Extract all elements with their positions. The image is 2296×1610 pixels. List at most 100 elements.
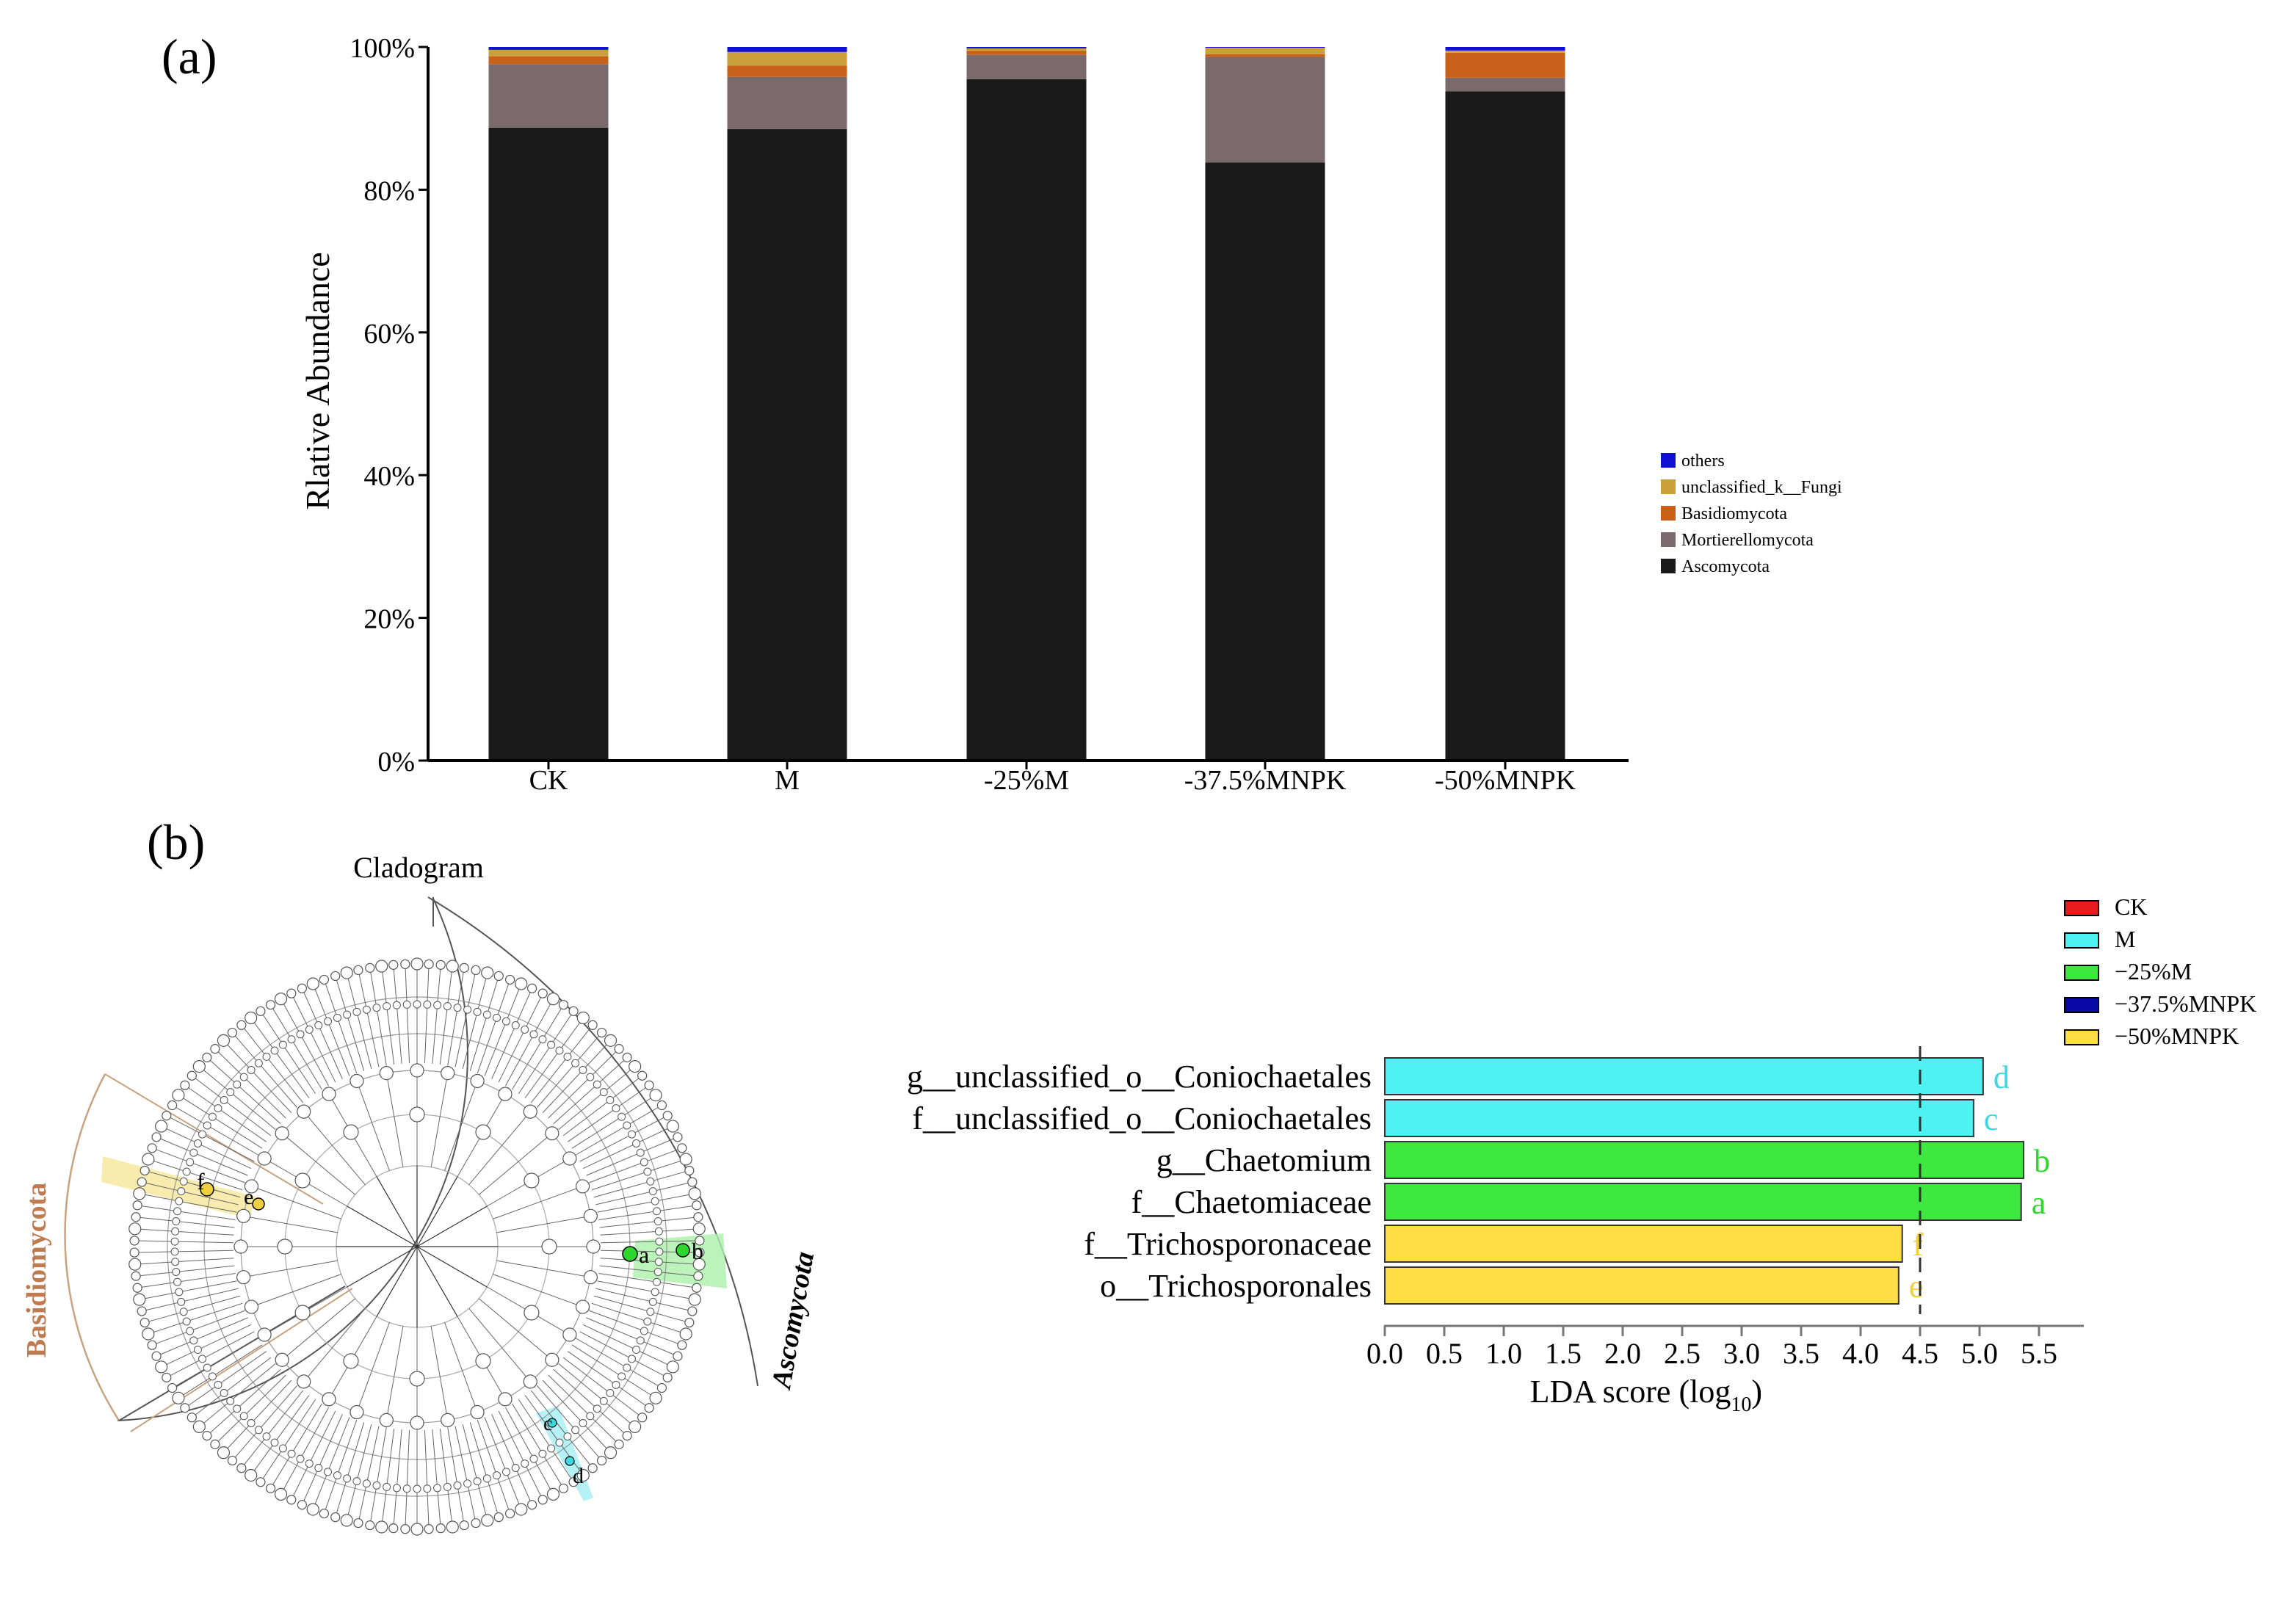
cladogram-branch <box>562 1077 640 1136</box>
bar-segment-unclassified-k-fungi-1 <box>727 51 847 66</box>
cladogram-node <box>579 1065 587 1074</box>
cladogram-node <box>400 1524 410 1534</box>
legend-b: CK M −25%M −37.5%MNPK −50%MNPK <box>2064 893 2256 1049</box>
lda-x-tick-label: 2.5 <box>1664 1337 1701 1370</box>
cladogram-branch <box>217 1374 286 1443</box>
cladogram-node <box>296 1030 305 1039</box>
cladogram-node <box>526 1500 537 1510</box>
cladogram-node <box>137 1306 147 1316</box>
cladogram-branch <box>493 1183 590 1219</box>
cladogram-node <box>627 1355 636 1363</box>
cladogram-branch <box>298 1106 366 1186</box>
bar-segment-unclassified-k-fungi-2 <box>966 48 1087 51</box>
cladogram-node <box>167 1382 178 1393</box>
cladogram-node <box>314 1463 323 1472</box>
cladogram-node <box>172 1089 185 1102</box>
cladogram-node <box>177 1297 186 1306</box>
cladogram-node <box>644 1080 654 1090</box>
lda-bar <box>1384 1266 1900 1305</box>
cladogram-node <box>167 1100 178 1111</box>
cladogram-branch <box>579 1117 664 1162</box>
cladogram-branch <box>164 1127 252 1170</box>
cladogram-node <box>655 1247 664 1256</box>
cladogram-branch <box>145 1182 239 1205</box>
node-c <box>547 1418 557 1428</box>
cladogram-node <box>695 1236 705 1246</box>
y-axis-title: Rlative Abundance <box>299 252 336 510</box>
cladogram-node <box>239 1412 248 1421</box>
cladogram-node <box>687 1177 698 1187</box>
cladogram-node <box>262 1052 271 1061</box>
cladogram-node <box>245 1011 258 1025</box>
cladogram-node <box>501 1017 510 1026</box>
cladogram-node <box>362 1479 371 1488</box>
cladogram-node <box>623 1363 631 1372</box>
cladogram-branch <box>477 982 510 1074</box>
cladogram-node <box>379 1413 394 1427</box>
cladogram-node <box>306 977 319 990</box>
cladogram-node <box>463 1479 472 1488</box>
cladogram-node <box>446 1520 459 1534</box>
bar-segment-unclassified-k-fungi-4 <box>1445 50 1565 53</box>
cladogram-branch <box>276 1128 356 1195</box>
bar-segment-others-1 <box>727 47 847 52</box>
cladogram-node <box>562 1327 577 1342</box>
cladogram-node <box>586 1412 595 1421</box>
cladogram-node <box>129 1247 140 1258</box>
cladogram-node <box>441 1413 455 1427</box>
cladogram-branch <box>385 1326 404 1428</box>
cladogram-branch <box>272 1403 322 1486</box>
cladogram-branch <box>430 1326 449 1428</box>
cladogram-node <box>482 1010 491 1019</box>
lda-bar <box>1384 1225 1903 1263</box>
cladogram-branch <box>385 1065 404 1167</box>
cladogram-node <box>547 1040 556 1049</box>
cladogram-node <box>623 1121 631 1130</box>
cladogram-node <box>558 1000 569 1010</box>
cladogram-branch <box>579 1331 664 1377</box>
cladogram-node <box>482 1474 491 1483</box>
cladogram-node <box>227 1455 238 1466</box>
cladogram-node <box>493 971 504 982</box>
cladogram-node <box>662 1111 673 1121</box>
cladogram-node <box>388 960 399 970</box>
cladogram-branch <box>571 1096 653 1149</box>
cladogram-node <box>383 1482 391 1491</box>
cladogram-node <box>575 1299 590 1314</box>
cladogram-node <box>350 1404 364 1420</box>
cladogram-branch <box>478 1128 558 1195</box>
cladogram-node <box>687 1306 698 1316</box>
cladogram-node <box>643 1317 652 1326</box>
lda-legend-swatch <box>2064 997 2099 1013</box>
cladogram-branch <box>170 1331 255 1377</box>
cladogram-node <box>692 1283 702 1293</box>
cladogram-node <box>679 1153 692 1166</box>
cladogram-node <box>583 1208 598 1223</box>
cladogram-node <box>636 1336 645 1345</box>
cladogram-node <box>409 1371 425 1387</box>
bar-segment-basidiomycota-3 <box>1205 54 1325 57</box>
cladogram-node <box>604 1446 618 1459</box>
cladogram-node <box>424 1524 434 1534</box>
cladogram-node <box>637 1070 648 1081</box>
cladogram-node <box>606 1389 615 1398</box>
lda-bar <box>1384 1057 1984 1095</box>
cladogram-node <box>475 1124 491 1140</box>
cladogram-node <box>177 1187 186 1196</box>
cladogram-node <box>593 1080 601 1089</box>
cladogram-branch <box>195 1357 272 1416</box>
cladogram-node <box>599 1088 608 1097</box>
node-letter-e: e <box>244 1185 253 1209</box>
cladogram-node <box>343 1124 359 1140</box>
lda-x-tick-label: 4.5 <box>1902 1337 1938 1370</box>
bar-segment-basidiomycota-2 <box>966 50 1087 55</box>
cladogram-branch <box>462 976 487 1069</box>
cladogram-node <box>256 1477 266 1487</box>
cladogram-node <box>413 1484 421 1493</box>
bar-segment-mortierellomycota-3 <box>1205 57 1325 163</box>
cladogram-node <box>131 1212 141 1222</box>
cladogram-node <box>471 1517 481 1529</box>
cladogram-branch <box>138 1240 234 1244</box>
cladogram-node <box>202 1431 212 1441</box>
cladogram-node <box>297 1104 311 1119</box>
